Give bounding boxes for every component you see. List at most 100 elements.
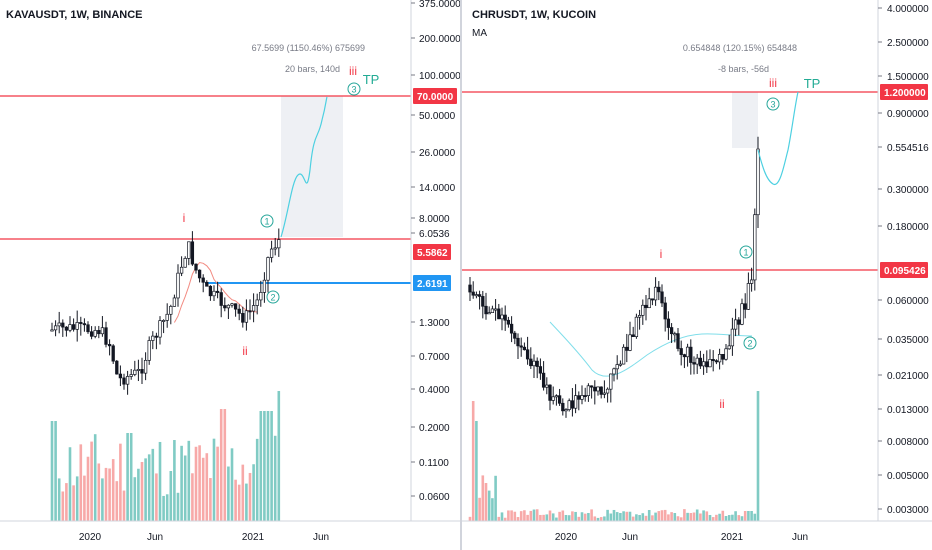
projection-path <box>757 91 799 185</box>
candle-body <box>727 345 731 350</box>
y-tick-label: 1.3000 <box>419 318 450 329</box>
chr-chart-panel[interactable]: CHRUSDT, 1W, KUCOIN MA 0.654848 (120.15%… <box>462 0 932 550</box>
volume-bar <box>590 509 593 521</box>
candle-body <box>107 344 112 347</box>
candle-body <box>277 239 281 249</box>
candlesticks <box>468 136 760 418</box>
candle-body <box>468 284 472 293</box>
volume-bar <box>631 516 635 521</box>
volume-bar <box>270 411 273 521</box>
candle-body <box>183 258 187 268</box>
candle-body <box>714 360 719 363</box>
candle-body <box>474 294 479 297</box>
time-axis: 2020 Jun 2021 Jun <box>79 532 329 543</box>
wave-1-label: 1 <box>743 248 748 258</box>
x-tick-label: 2021 <box>242 532 265 543</box>
candle-body <box>705 361 709 368</box>
volume-bar <box>734 511 737 521</box>
candle-body <box>129 374 133 377</box>
candle-body <box>219 292 223 306</box>
volume-bar <box>180 445 183 521</box>
candle-body <box>172 297 177 307</box>
candle-body <box>599 386 603 395</box>
candle-body <box>104 327 108 345</box>
candle-body <box>596 386 600 392</box>
volume-bar <box>503 517 507 521</box>
projection-path <box>280 96 328 238</box>
volume-bar <box>176 492 180 521</box>
volume-bar <box>548 510 552 521</box>
volume-bar <box>625 511 629 521</box>
volume-bar <box>545 514 549 521</box>
indicator-label[interactable]: MA <box>472 28 487 39</box>
candle-body <box>471 291 475 296</box>
volume-bar <box>173 440 176 521</box>
volume-bar <box>513 511 517 521</box>
candle-body <box>676 333 680 349</box>
candle-body <box>61 322 65 328</box>
kava-chart-panel[interactable]: KAVAUSDT, 1W, BINANCE 67.5699 (1150.46%)… <box>0 0 460 550</box>
volume-bar <box>507 510 510 521</box>
chart-title: CHRUSDT, 1W, KUCOIN <box>472 9 597 21</box>
volume-bar <box>699 513 702 521</box>
volume-bar <box>599 517 603 521</box>
y-tick-label: 0.060000 <box>887 296 929 307</box>
candle-body <box>500 314 504 320</box>
candle-body <box>666 318 671 328</box>
volume-bar <box>647 510 651 521</box>
candle-body <box>194 263 198 271</box>
volume-bar <box>227 466 230 521</box>
candle-body <box>262 279 267 293</box>
resistance-price-label: 70.0000 <box>417 92 454 103</box>
wave-2-label-circle <box>743 336 757 350</box>
candle-body <box>484 305 488 315</box>
volume-bar <box>230 448 234 521</box>
volume-bar <box>241 464 245 521</box>
x-tick-label: Jun <box>622 532 638 543</box>
candle-body <box>612 368 616 375</box>
volume-bar <box>101 478 104 521</box>
volume-bar <box>119 443 122 521</box>
candle-body <box>226 304 231 309</box>
candle-body <box>689 346 693 363</box>
volume-bar <box>65 483 68 521</box>
candle-body <box>609 373 613 390</box>
volume-bar <box>606 509 609 521</box>
volume-bar <box>108 468 111 521</box>
measure-box <box>281 96 343 237</box>
wave-i-label: i <box>183 211 186 225</box>
candle-body <box>724 348 728 360</box>
volume-bar <box>122 490 126 521</box>
panel-divider[interactable] <box>460 0 462 550</box>
candle-body <box>266 257 270 281</box>
resistance-price-label: 1.200000 <box>884 88 926 99</box>
chart-title: KAVAUSDT, 1W, BINANCE <box>6 9 143 21</box>
wave-ii-label: ii <box>719 397 724 411</box>
volume-bar <box>198 445 201 521</box>
volume-bar <box>628 511 632 521</box>
volume-bar <box>683 509 686 521</box>
candlesticks <box>50 228 281 395</box>
candle-body <box>215 290 220 293</box>
volume-bar <box>111 459 115 521</box>
wave-2-label: 2 <box>270 293 275 303</box>
candle-body <box>136 369 141 371</box>
candle-body <box>561 402 565 412</box>
volume-bar <box>747 511 750 521</box>
x-tick-label: 2020 <box>79 532 102 543</box>
candle-body <box>554 395 559 398</box>
candle-body <box>97 330 101 335</box>
price-labels: 1.200000 0.095426 <box>880 84 928 278</box>
candle-body <box>64 326 69 331</box>
volume-bar <box>266 411 270 521</box>
volume-bar <box>104 467 108 521</box>
y-tick-label: 0.7000 <box>419 352 450 363</box>
candle-body <box>241 313 245 323</box>
candle-body <box>190 241 195 265</box>
resistance-price-label-bg <box>880 262 928 278</box>
volume-bar <box>491 498 494 521</box>
candle-body <box>698 357 703 367</box>
volume-bar <box>551 513 555 521</box>
